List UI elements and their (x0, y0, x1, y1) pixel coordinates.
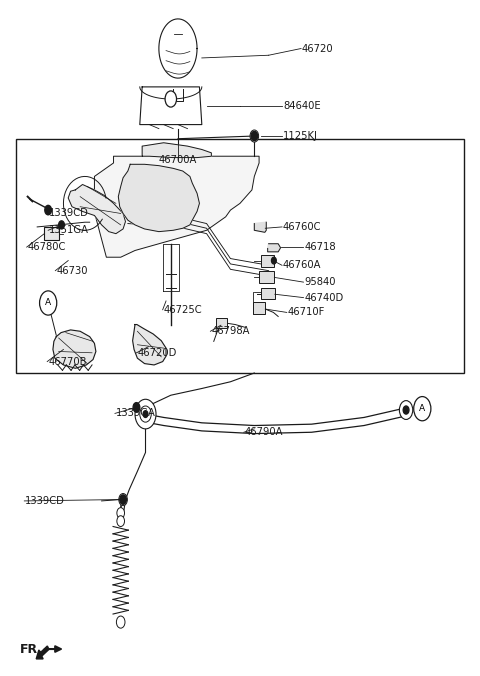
Text: 95840: 95840 (304, 277, 336, 287)
Bar (16, 139, 464, 373)
Circle shape (133, 403, 140, 412)
Text: 46710F: 46710F (288, 308, 325, 318)
Polygon shape (142, 143, 211, 158)
Polygon shape (118, 164, 199, 232)
Circle shape (120, 495, 126, 504)
Text: 1125KJ: 1125KJ (283, 131, 318, 141)
FancyArrow shape (36, 646, 49, 659)
Text: 1351GA: 1351GA (49, 225, 89, 235)
Circle shape (165, 91, 177, 107)
Circle shape (250, 130, 259, 142)
Circle shape (39, 291, 57, 315)
Text: 1339GA: 1339GA (116, 408, 156, 418)
Text: 1339CD: 1339CD (25, 496, 65, 506)
Text: 46790A: 46790A (245, 427, 283, 437)
Polygon shape (268, 244, 281, 252)
Circle shape (117, 516, 124, 527)
Bar (216, 318, 227, 328)
Text: 46770B: 46770B (48, 356, 87, 366)
Polygon shape (132, 324, 166, 365)
Circle shape (414, 397, 431, 420)
Bar (44, 227, 59, 241)
Text: 46700A: 46700A (159, 155, 197, 164)
Polygon shape (68, 185, 125, 234)
Circle shape (119, 493, 127, 506)
Circle shape (403, 406, 409, 414)
Polygon shape (53, 330, 96, 368)
Text: 46720: 46720 (302, 43, 334, 53)
Circle shape (59, 221, 64, 229)
Text: 46740D: 46740D (304, 293, 344, 303)
Text: 46760A: 46760A (283, 260, 322, 270)
Bar (261, 255, 274, 266)
Circle shape (272, 257, 276, 264)
Bar (262, 288, 275, 299)
Circle shape (45, 206, 51, 215)
Circle shape (143, 411, 148, 418)
Circle shape (251, 131, 258, 141)
Text: 46760C: 46760C (283, 222, 322, 232)
Text: FR.: FR. (20, 642, 43, 656)
Circle shape (135, 400, 156, 429)
Text: A: A (45, 299, 51, 308)
Text: 46725C: 46725C (164, 305, 202, 315)
Circle shape (399, 401, 413, 420)
Circle shape (116, 616, 125, 628)
Text: 46798A: 46798A (211, 327, 250, 336)
Bar (259, 270, 275, 283)
Text: 46720D: 46720D (137, 348, 177, 358)
Text: 1339CD: 1339CD (49, 208, 89, 218)
Text: 46730: 46730 (56, 266, 88, 276)
Circle shape (117, 508, 124, 518)
Circle shape (140, 406, 151, 422)
Text: 46780C: 46780C (28, 242, 66, 252)
Polygon shape (254, 222, 266, 233)
Text: 46718: 46718 (304, 242, 336, 252)
Text: A: A (419, 404, 425, 413)
Text: 84640E: 84640E (283, 101, 321, 111)
Polygon shape (92, 156, 259, 257)
Bar (253, 302, 265, 314)
